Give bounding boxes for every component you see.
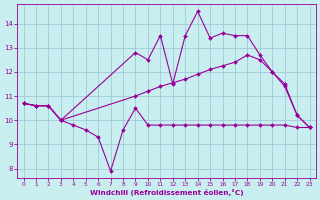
- X-axis label: Windchill (Refroidissement éolien,°C): Windchill (Refroidissement éolien,°C): [90, 189, 244, 196]
